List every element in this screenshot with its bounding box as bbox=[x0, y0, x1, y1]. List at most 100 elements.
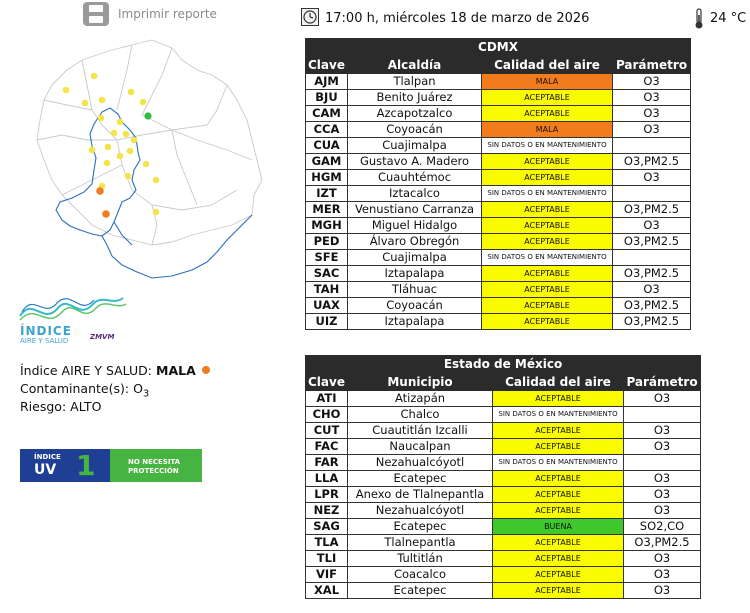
table-row: SFE Cuajimalpa SIN DATOS O EN MANTENIMIENT… bbox=[305, 249, 692, 266]
print-report-link[interactable]: Imprimir reporte bbox=[118, 7, 217, 21]
risk-label: Riesgo: bbox=[20, 399, 67, 414]
station-name: Tláhuac bbox=[347, 281, 482, 298]
air-quality: ACEPTABLE bbox=[492, 582, 624, 599]
station-dot bbox=[102, 210, 110, 218]
parameter bbox=[611, 249, 692, 266]
station-code: UAX bbox=[305, 297, 348, 314]
air-quality: SIN DATOS O EN MANTENIMIENTO bbox=[481, 249, 613, 266]
station-name: Miguel Hidalgo bbox=[347, 217, 482, 234]
station-dot bbox=[88, 146, 96, 154]
station-dot bbox=[116, 118, 124, 126]
parameter: O3 bbox=[611, 217, 692, 234]
station-dot bbox=[81, 99, 89, 107]
air-quality: ACEPTABLE bbox=[492, 502, 624, 519]
risk-value: ALTO bbox=[70, 399, 102, 414]
air-quality: ACEPTABLE bbox=[481, 233, 613, 250]
table-row: CAM Azcapotzalco ACEPTABLE O3 bbox=[305, 105, 692, 122]
station-markers bbox=[62, 72, 160, 218]
uv-value: 1 bbox=[76, 449, 96, 482]
station-name: Naucalpan bbox=[347, 438, 493, 455]
station-code: FAC bbox=[305, 438, 348, 455]
uv-message: NO NECESITA PROTECCIÓN bbox=[110, 449, 202, 482]
station-name: Ecatepec bbox=[347, 582, 493, 599]
station-dot bbox=[152, 176, 160, 184]
column-header: Clave bbox=[305, 373, 348, 391]
column-header: Calidad del aire bbox=[481, 56, 613, 74]
station-name: Ecatepec bbox=[347, 470, 493, 487]
station-name: Iztapalapa bbox=[347, 313, 482, 330]
parameter: O3 bbox=[622, 390, 702, 407]
table-row: PED Álvaro Obregón ACEPTABLE O3,PM2.5 bbox=[305, 233, 692, 250]
table-row: BJU Benito Juárez ACEPTABLE O3 bbox=[305, 89, 692, 106]
indice-aire-salud-logo: ÍNDICE AIRE Y SALUD ZMVM bbox=[18, 286, 128, 346]
station-dot bbox=[142, 160, 150, 168]
air-quality: BUENA bbox=[492, 518, 624, 535]
air-quality: SIN DATOS O EN MANTENIMIENTO bbox=[492, 454, 624, 471]
station-dot bbox=[116, 152, 124, 160]
table-row: TLA Tlalnepantla ACEPTABLE O3,PM2.5 bbox=[305, 534, 702, 551]
temperature: 24 °C bbox=[710, 11, 747, 26]
status-dot-icon bbox=[201, 366, 210, 374]
station-code: HGM bbox=[305, 169, 348, 186]
station-name: Tlalnepantla bbox=[347, 534, 493, 551]
table-row: CCA Coyoacán MALA O3 bbox=[305, 121, 692, 138]
parameter: O3,PM2.5 bbox=[622, 534, 702, 551]
table-row: HGM Cuauhtémoc ACEPTABLE O3 bbox=[305, 169, 692, 186]
pollutant-label: Contaminante(s): bbox=[20, 381, 130, 396]
station-dot bbox=[90, 72, 98, 80]
station-name: Nezahualcóyotl bbox=[347, 502, 493, 519]
station-code: NEZ bbox=[305, 502, 348, 519]
station-dot bbox=[139, 98, 147, 106]
table-row: VIF Coacalco ACEPTABLE O3 bbox=[305, 566, 702, 583]
pollutant-sub: 3 bbox=[142, 388, 150, 400]
air-quality: ACEPTABLE bbox=[481, 105, 613, 122]
station-name: Azcapotzalco bbox=[347, 105, 482, 122]
station-name: Ecatepec bbox=[347, 518, 493, 535]
parameter: O3 bbox=[611, 105, 692, 122]
column-header: Clave bbox=[305, 56, 348, 74]
parameter bbox=[611, 137, 692, 154]
station-code: XAL bbox=[305, 582, 348, 599]
station-code: SFE bbox=[305, 249, 348, 266]
table-row: NEZ Nezahualcóyotl ACEPTABLE O3 bbox=[305, 502, 702, 519]
table-row: TAH Tláhuac ACEPTABLE O3 bbox=[305, 281, 692, 298]
parameter: O3 bbox=[611, 281, 692, 298]
air-quality: ACEPTABLE bbox=[481, 265, 613, 282]
table-row: SAC Iztapalapa ACEPTABLE O3,PM2.5 bbox=[305, 265, 692, 282]
station-dot bbox=[124, 172, 132, 180]
uv-label: UV bbox=[34, 462, 57, 478]
uv-message-line2: PROTECCIÓN bbox=[128, 467, 179, 475]
table-row: CUT Cuautitlán Izcalli ACEPTABLE O3 bbox=[305, 422, 702, 439]
station-code: MER bbox=[305, 201, 348, 218]
parameter bbox=[622, 406, 702, 423]
table-row: IZT Iztacalco SIN DATOS O EN MANTENIMIENTO bbox=[305, 185, 692, 202]
air-quality: ACEPTABLE bbox=[492, 486, 624, 503]
table-row: XAL Ecatepec ACEPTABLE O3 bbox=[305, 582, 702, 599]
table-row: ATI Atizapán ACEPTABLE O3 bbox=[305, 390, 702, 407]
index-label: Índice AIRE Y SALUD: bbox=[20, 363, 153, 378]
air-quality: ACEPTABLE bbox=[492, 438, 624, 455]
station-code: FAR bbox=[305, 454, 348, 471]
station-name: Chalco bbox=[347, 406, 493, 423]
air-quality: SIN DATOS O EN MANTENIMIENTO bbox=[492, 406, 624, 423]
parameter: O3,PM2.5 bbox=[611, 297, 692, 314]
station-dot bbox=[98, 96, 106, 104]
table-row: CUA Cuajimalpa SIN DATOS O EN MANTENIMIENT… bbox=[305, 137, 692, 154]
air-quality: ACEPTABLE bbox=[481, 281, 613, 298]
uv-title: ÍNDICE bbox=[34, 453, 61, 461]
station-map[interactable] bbox=[22, 30, 277, 288]
station-name: Atizapán bbox=[347, 390, 493, 407]
parameter bbox=[611, 185, 692, 202]
table-row: GAM Gustavo A. Madero ACEPTABLE O3,PM2.5 bbox=[305, 153, 692, 170]
air-quality: ACEPTABLE bbox=[492, 550, 624, 567]
station-code: CHO bbox=[305, 406, 348, 423]
parameter: O3 bbox=[622, 438, 702, 455]
station-code: SAC bbox=[305, 265, 348, 282]
parameter: O3 bbox=[622, 470, 702, 487]
station-code: TLA bbox=[305, 534, 348, 551]
table-row: LLA Ecatepec ACEPTABLE O3 bbox=[305, 470, 702, 487]
station-code: ATI bbox=[305, 390, 348, 407]
station-name: Benito Juárez bbox=[347, 89, 482, 106]
printer-icon[interactable] bbox=[83, 2, 109, 26]
parameter: O3,PM2.5 bbox=[611, 233, 692, 250]
